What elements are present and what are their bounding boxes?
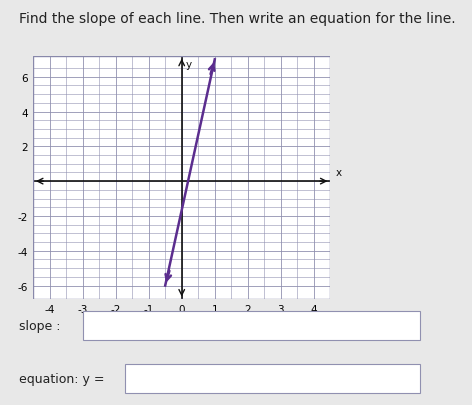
Text: equation: y =: equation: y = <box>19 372 104 385</box>
FancyBboxPatch shape <box>125 364 420 393</box>
FancyBboxPatch shape <box>83 311 420 341</box>
Text: y: y <box>185 60 192 70</box>
Text: slope :: slope : <box>19 320 60 333</box>
Text: Find the slope of each line. Then write an equation for the line.: Find the slope of each line. Then write … <box>19 12 455 26</box>
Text: x: x <box>335 167 341 177</box>
